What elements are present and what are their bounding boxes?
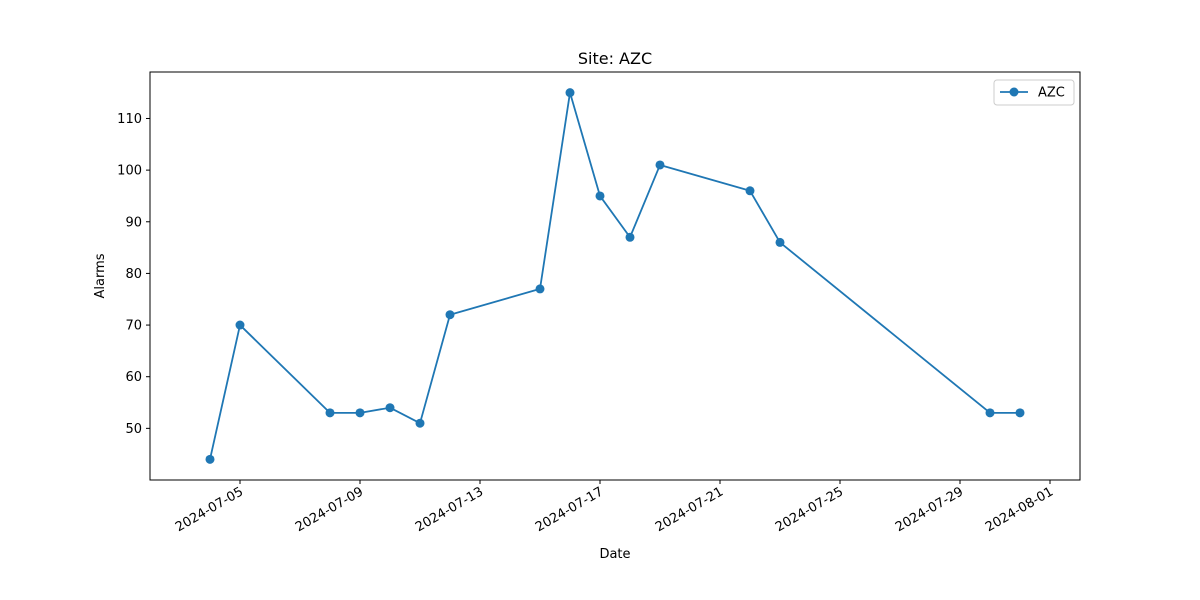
data-point [985, 408, 995, 418]
y-tick-label: 110 [117, 112, 142, 127]
legend: AZC [993, 79, 1075, 106]
data-point [1015, 408, 1025, 418]
data-point [775, 237, 785, 247]
data-point [625, 232, 635, 242]
y-tick-label: 90 [125, 215, 142, 230]
y-tick-label: 70 [125, 319, 142, 334]
data-point [655, 160, 665, 170]
data-point [355, 408, 365, 418]
x-axis-label: Date [599, 547, 630, 562]
y-axis-label: Alarms [93, 253, 108, 298]
data-point [205, 454, 215, 464]
y-tick-label: 50 [125, 422, 142, 437]
data-point [415, 418, 425, 428]
chart-title: Site: AZC [578, 49, 652, 68]
data-point [565, 88, 575, 98]
data-point [385, 403, 395, 413]
legend-label: AZC [1038, 86, 1065, 101]
legend-box [993, 79, 1075, 106]
series-line [209, 91, 1020, 460]
data-point [745, 186, 755, 196]
y-tick-label: 80 [125, 267, 142, 282]
y-tick-label: 100 [117, 164, 142, 179]
data-point [235, 320, 245, 330]
data-point [595, 191, 605, 201]
data-point [445, 310, 455, 320]
y-tick-label: 60 [125, 370, 142, 385]
data-point [325, 408, 335, 418]
axes-frame [149, 71, 1081, 481]
plot-area [205, 88, 1025, 464]
legend-marker [1009, 87, 1019, 97]
data-point [535, 284, 545, 294]
y-axis: 50 60 70 80 90 100 110 [117, 112, 150, 437]
